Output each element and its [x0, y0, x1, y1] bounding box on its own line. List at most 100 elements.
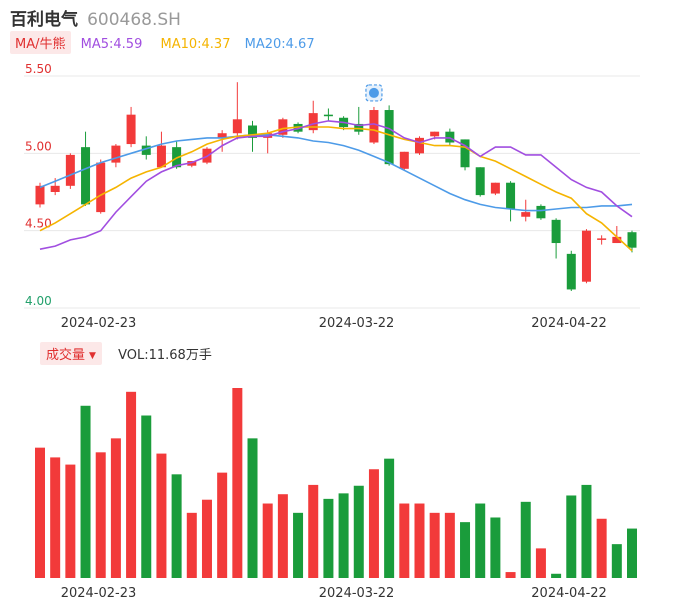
ma10-label: MA10:4.37: [160, 37, 231, 52]
ma-toggle-button[interactable]: MA/牛熊: [10, 31, 71, 54]
stock-name: 百利电气: [10, 10, 78, 30]
candle-body: [81, 147, 91, 205]
candle-body: [612, 236, 622, 244]
app-marker-icon: [365, 84, 383, 102]
volume-bar: [186, 512, 197, 578]
volume-bar: [277, 494, 288, 578]
stock-header: 百利电气 600468.SH: [10, 5, 181, 30]
volume-bar: [399, 503, 410, 578]
candle-body: [490, 182, 500, 194]
volume-bar: [368, 469, 379, 578]
volume-bar: [338, 493, 349, 578]
candle-body: [384, 110, 394, 165]
volume-bar: [384, 458, 395, 578]
volume-bar: [217, 472, 228, 578]
ma5-label: MA5:4.59: [80, 37, 143, 52]
volume-bar: [126, 391, 137, 578]
candle-body: [475, 167, 485, 196]
candle-body: [248, 125, 258, 138]
candle-body: [111, 145, 121, 163]
candle-body: [278, 119, 288, 135]
candle-body: [506, 182, 516, 210]
volume-bar: [414, 503, 425, 578]
volume-bar: [535, 548, 546, 578]
ma10-line: [39, 126, 633, 252]
x-tick-label: 2024-03-22: [319, 316, 395, 331]
y-tick-label: 4.50: [25, 217, 52, 231]
candle-body: [50, 185, 60, 192]
volume-bar: [505, 572, 516, 578]
candle-body: [217, 133, 227, 138]
candle-body: [581, 230, 591, 282]
volume-bar: [80, 405, 91, 578]
volume-bar: [429, 512, 440, 578]
volume-bars-group: [35, 388, 637, 578]
volume-bar: [247, 438, 258, 578]
volume-x-tick-label: 2024-03-22: [319, 586, 395, 601]
ma20-line: [39, 134, 633, 212]
volume-bar: [520, 501, 531, 578]
candle-body: [323, 114, 333, 117]
candle-body: [35, 185, 45, 205]
ma20-label: MA20:4.67: [244, 37, 315, 52]
volume-legend: 成交量 ▼ VOL:11.68万手: [40, 342, 212, 365]
volume-bar: [611, 544, 622, 578]
candle-body: [414, 137, 424, 154]
candle-body: [308, 113, 318, 131]
volume-x-tick-label: 2024-02-23: [61, 586, 137, 601]
stock-code: 600468.SH: [87, 10, 181, 30]
volume-bar: [95, 452, 106, 578]
candle-body: [566, 253, 576, 290]
candle-body: [156, 145, 166, 168]
volume-bar: [566, 495, 577, 578]
candle-body: [369, 110, 379, 143]
volume-toggle-label: 成交量: [46, 348, 86, 363]
candle-body: [521, 212, 531, 217]
ma-legend: MA/牛熊 MA5:4.59 MA10:4.37 MA20:4.67: [10, 31, 315, 54]
candle-body: [399, 151, 409, 169]
y-tick-label: 5.00: [25, 139, 52, 153]
candle-body: [597, 238, 607, 240]
ma5-line: [39, 120, 633, 250]
x-tick-label: 2024-04-22: [531, 316, 607, 331]
y-tick-label: 5.50: [25, 62, 52, 76]
volume-bar: [308, 484, 319, 578]
volume-value: VOL:11.68万手: [118, 348, 212, 363]
volume-bar: [323, 498, 334, 578]
volume-bar: [475, 503, 486, 578]
volume-bar: [141, 415, 152, 578]
volume-bar: [444, 512, 455, 578]
volume-bar: [35, 447, 45, 578]
candle-body: [536, 205, 546, 219]
candle-body: [430, 131, 440, 137]
volume-bar: [65, 464, 76, 578]
volume-bar: [110, 438, 121, 578]
volume-bar: [262, 503, 273, 578]
volume-toggle-button[interactable]: 成交量 ▼: [40, 342, 102, 365]
volume-bar: [156, 453, 167, 578]
candle-body: [96, 162, 106, 213]
volume-bar: [232, 388, 243, 578]
volume-bar: [596, 518, 607, 578]
candle-body: [232, 119, 242, 134]
candle-body: [627, 232, 637, 248]
volume-bar: [293, 512, 304, 578]
x-tick-label: 2024-02-23: [61, 316, 137, 331]
volume-bar: [581, 484, 592, 578]
caret-down-icon: ▼: [89, 350, 96, 361]
volume-bar: [490, 517, 501, 578]
volume-bar: [460, 522, 471, 578]
candle-body: [460, 139, 470, 168]
volume-bar: [50, 457, 61, 578]
y-tick-label: 4.00: [25, 294, 52, 308]
volume-bar: [171, 474, 182, 578]
volume-bar: [201, 499, 212, 578]
candle-body: [126, 114, 136, 145]
candle-body: [141, 145, 151, 155]
candle-body: [445, 131, 455, 143]
volume-bar: [353, 485, 364, 578]
candle-body: [65, 154, 75, 186]
volume-bar: [551, 573, 562, 578]
volume-x-tick-label: 2024-04-22: [531, 586, 607, 601]
